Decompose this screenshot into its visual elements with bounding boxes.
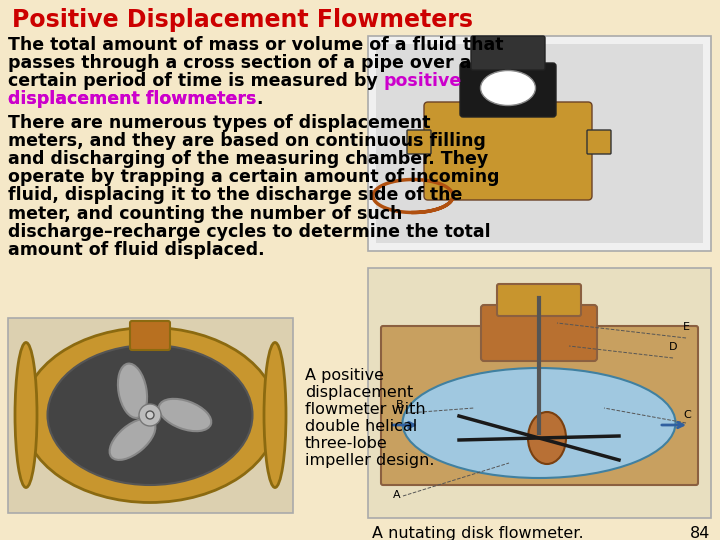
Text: There are numerous types of displacement: There are numerous types of displacement [8,114,431,132]
Text: displacement: displacement [305,385,413,400]
Ellipse shape [264,342,286,488]
Text: amount of fluid displaced.: amount of fluid displaced. [8,241,265,259]
Text: positive: positive [384,72,462,90]
Text: Positive Displacement Flowmeters: Positive Displacement Flowmeters [12,8,473,32]
Text: discharge–recharge cycles to determine the total: discharge–recharge cycles to determine t… [8,222,490,241]
FancyBboxPatch shape [481,305,597,361]
Ellipse shape [158,399,211,431]
FancyBboxPatch shape [497,284,581,316]
Ellipse shape [139,404,161,426]
FancyBboxPatch shape [587,130,611,154]
FancyBboxPatch shape [368,268,711,518]
FancyBboxPatch shape [376,44,703,243]
Text: displacement flowmeters: displacement flowmeters [8,90,256,109]
Text: .: . [256,90,263,109]
Ellipse shape [118,363,147,418]
FancyBboxPatch shape [381,326,698,485]
Ellipse shape [22,327,277,503]
FancyBboxPatch shape [471,36,545,70]
FancyBboxPatch shape [424,102,592,200]
Text: C: C [683,410,690,420]
Text: B: B [396,400,404,410]
Text: E: E [683,322,690,332]
FancyBboxPatch shape [460,63,556,117]
Text: displacement flowmeters: displacement flowmeters [8,90,256,109]
Text: fluid, displacing it to the discharge side of the: fluid, displacing it to the discharge si… [8,186,462,205]
Text: meters, and they are based on continuous filling: meters, and they are based on continuous… [8,132,486,150]
Text: flowmeter with: flowmeter with [305,402,426,417]
Text: A positive: A positive [305,368,384,383]
Text: double helical: double helical [305,419,418,434]
Text: meter, and counting the number of such: meter, and counting the number of such [8,205,402,222]
Text: impeller design.: impeller design. [305,453,434,468]
Ellipse shape [146,411,154,419]
Text: passes through a cross section of a pipe over a: passes through a cross section of a pipe… [8,54,472,72]
Ellipse shape [402,368,675,478]
FancyBboxPatch shape [368,36,711,251]
Ellipse shape [480,71,536,105]
Text: and discharging of the measuring chamber. They: and discharging of the measuring chamber… [8,150,488,168]
Ellipse shape [528,412,566,464]
Text: D: D [669,342,678,352]
Text: certain period of time is measured by: certain period of time is measured by [8,72,384,90]
FancyBboxPatch shape [407,130,431,154]
Text: A: A [393,490,400,500]
Ellipse shape [109,418,156,460]
Text: 84: 84 [690,526,710,540]
Text: The total amount of mass or volume of a fluid that: The total amount of mass or volume of a … [8,36,503,54]
Ellipse shape [15,342,37,488]
Ellipse shape [48,345,253,485]
Text: operate by trapping a certain amount of incoming: operate by trapping a certain amount of … [8,168,500,186]
Text: A nutating disk flowmeter.: A nutating disk flowmeter. [372,526,584,540]
FancyBboxPatch shape [8,318,293,513]
FancyBboxPatch shape [130,321,170,350]
Text: three-lobe: three-lobe [305,436,388,451]
